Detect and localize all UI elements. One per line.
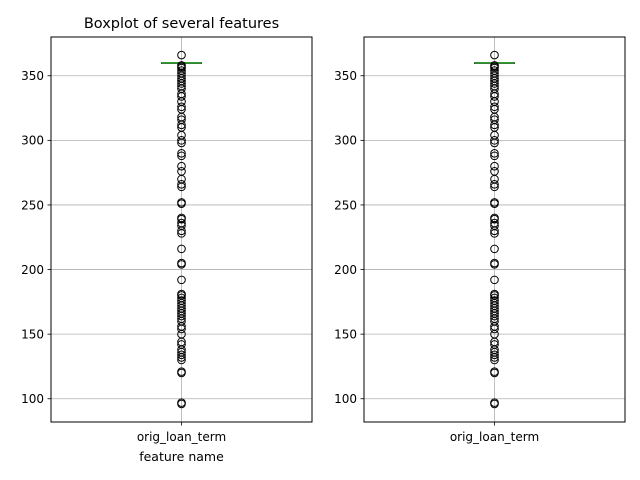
right-outlier-point bbox=[490, 275, 499, 285]
left-outlier-point bbox=[177, 398, 186, 407]
left-y-tick-label: 100 bbox=[21, 392, 44, 406]
left-outlier-point bbox=[177, 296, 186, 305]
right-outlier-point bbox=[490, 293, 499, 303]
right-outlier-point bbox=[490, 350, 499, 360]
right-y-tick-label: 100 bbox=[334, 392, 357, 406]
left-outlier-point bbox=[177, 213, 186, 223]
right-outliers bbox=[490, 50, 499, 409]
left-outlier-point bbox=[177, 293, 186, 303]
right-outlier-point bbox=[490, 198, 499, 207]
right-outlier-point bbox=[490, 296, 499, 305]
left-outliers bbox=[177, 50, 186, 409]
left-outlier-point bbox=[177, 161, 186, 171]
right-outlier-point bbox=[490, 244, 499, 254]
left-y-tick-label: 150 bbox=[21, 327, 44, 341]
right-outlier-point bbox=[490, 340, 499, 349]
left-y-tick-label: 350 bbox=[21, 69, 44, 83]
right-outlier-point bbox=[490, 61, 499, 70]
right-outlier-point bbox=[490, 218, 499, 228]
right-y-tick-label: 350 bbox=[334, 69, 357, 83]
right-outlier-point bbox=[490, 50, 499, 60]
right-outlier-point bbox=[490, 167, 499, 176]
left-outlier-point bbox=[177, 244, 186, 254]
left-outlier-point bbox=[177, 218, 186, 228]
right-boxplot-panel: 100 150 200 250 300 350 orig_loan_term bbox=[334, 36, 626, 444]
left-outlier-point bbox=[177, 258, 186, 268]
left-outlier-point bbox=[177, 275, 186, 285]
left-axes-frame bbox=[50, 36, 313, 423]
right-outlier-point bbox=[490, 179, 499, 189]
right-outlier-point bbox=[490, 258, 499, 268]
right-outlier-point bbox=[490, 115, 499, 124]
right-outlier-point bbox=[490, 66, 499, 75]
left-outlier-point bbox=[177, 179, 186, 189]
left-outlier-point bbox=[177, 61, 186, 70]
right-outlier-point bbox=[490, 289, 499, 299]
left-ticks: 100 150 200 250 300 350 bbox=[21, 69, 182, 426]
right-x-tick-label: orig_loan_term bbox=[450, 430, 539, 444]
left-y-tick-label: 300 bbox=[21, 134, 44, 148]
right-outlier-point bbox=[490, 102, 499, 112]
left-y-tick-label: 200 bbox=[21, 263, 44, 277]
right-axes-frame bbox=[363, 36, 626, 423]
right-y-tick-label: 250 bbox=[334, 198, 357, 212]
left-outlier-point bbox=[177, 198, 186, 207]
left-outlier-point bbox=[177, 350, 186, 360]
left-outlier-point bbox=[177, 340, 186, 349]
right-y-tick-label: 300 bbox=[334, 134, 357, 148]
right-ticks: 100 150 200 250 300 350 bbox=[334, 69, 495, 426]
left-outlier-point bbox=[177, 102, 186, 112]
x-axis-label: feature name bbox=[139, 449, 224, 464]
left-outlier-point bbox=[177, 367, 186, 376]
left-boxplot-panel: 100 150 200 250 300 350 Boxplot of several fe… bbox=[21, 16, 313, 464]
right-outlier-point bbox=[490, 367, 499, 376]
left-y-tick-label: 250 bbox=[21, 198, 44, 212]
left-outlier-point bbox=[177, 115, 186, 124]
chart-title: Boxplot of several features bbox=[84, 16, 279, 32]
right-outlier-point bbox=[490, 151, 499, 161]
right-outlier-point bbox=[490, 398, 499, 407]
left-outlier-point bbox=[177, 148, 186, 158]
left-outlier-point bbox=[177, 136, 186, 145]
left-outlier-point bbox=[177, 151, 186, 161]
right-outlier-point bbox=[490, 148, 499, 158]
right-outlier-point bbox=[490, 136, 499, 145]
right-y-tick-label: 150 bbox=[334, 327, 357, 341]
left-x-tick-label: orig_loan_term bbox=[137, 430, 226, 444]
left-outlier-point bbox=[177, 66, 186, 75]
left-outlier-point bbox=[177, 50, 186, 60]
right-outlier-point bbox=[490, 213, 499, 223]
right-y-tick-label: 200 bbox=[334, 263, 357, 277]
left-outlier-point bbox=[177, 167, 186, 176]
right-outlier-point bbox=[490, 161, 499, 171]
left-outlier-point bbox=[177, 289, 186, 299]
